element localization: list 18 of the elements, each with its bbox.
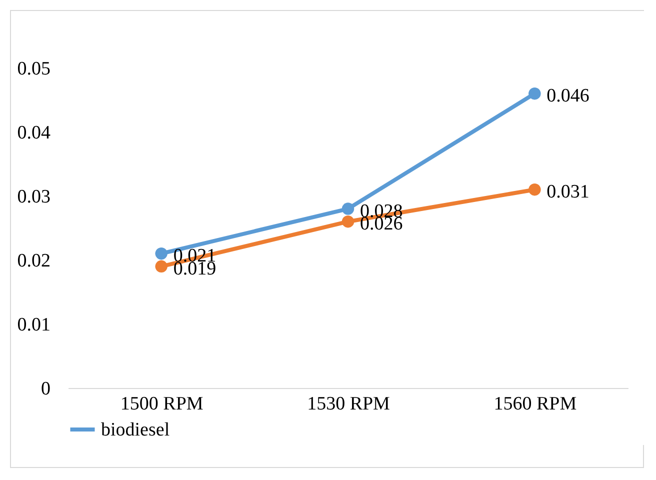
x-tick-label: 1500 RPM (120, 394, 204, 414)
y-tick-label: 0.04 (17, 122, 51, 144)
y-tick-label: 0.02 (17, 250, 50, 272)
point (155, 260, 168, 273)
y-tick-label: 0.03 (17, 186, 50, 208)
point (342, 202, 354, 215)
y-tick-label: 0.01 (17, 314, 50, 336)
data-label: 0.031 (546, 182, 590, 203)
point (342, 215, 354, 228)
y-tick-label: 0 (41, 378, 50, 400)
x-tick-label: 1530 RPM (307, 394, 390, 414)
point (528, 87, 541, 100)
data-label: 0.046 (546, 86, 590, 107)
point (155, 247, 168, 260)
point (528, 183, 541, 196)
y-tick-label: 0.05 (17, 58, 50, 80)
x-tick-label: 1560 RPM (494, 394, 577, 414)
legend-label: biodiesel (101, 420, 170, 440)
